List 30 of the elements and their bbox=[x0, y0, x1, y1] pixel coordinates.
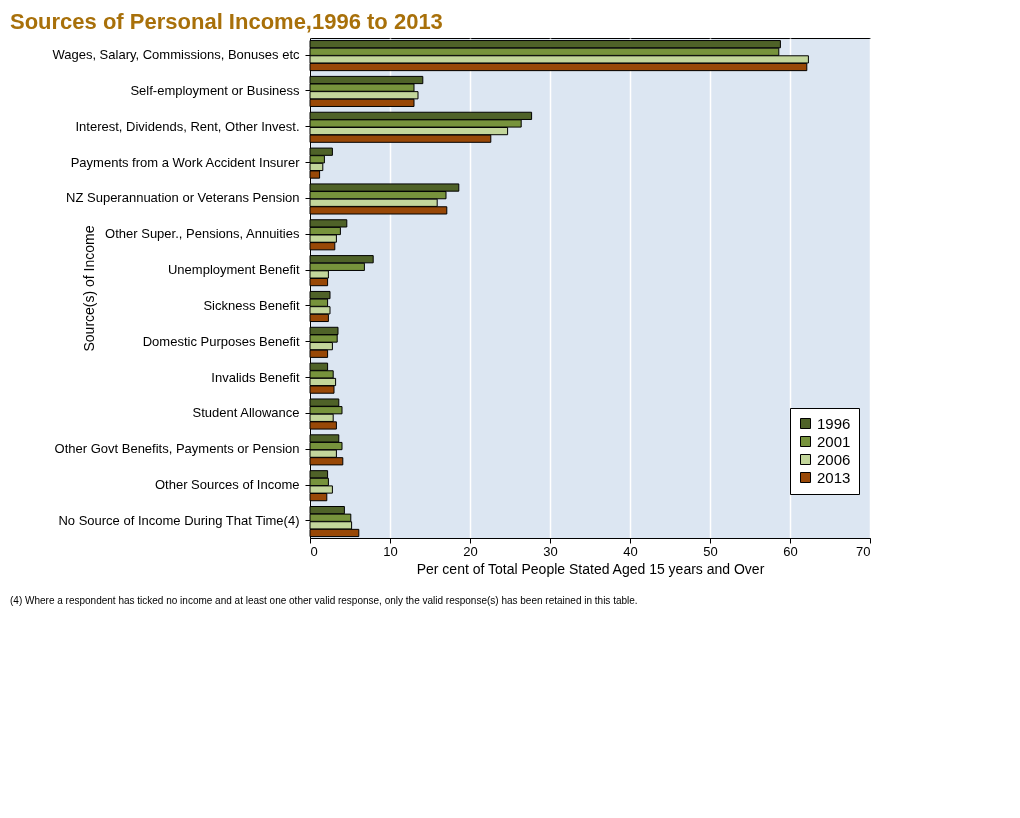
legend-label: 2013 bbox=[817, 468, 851, 486]
y-tick-label: Other Govt Benefits, Payments or Pension bbox=[54, 441, 300, 457]
y-tick-label: Other Super., Pensions, Annuities bbox=[105, 226, 300, 242]
y-tick-label: Interest, Dividends, Rent, Other Invest. bbox=[75, 118, 300, 134]
legend-label: 2001 bbox=[817, 432, 851, 450]
x-tick-label: 60 bbox=[783, 543, 798, 559]
legend-label: 2006 bbox=[817, 450, 851, 468]
x-axis-title: Per cent of Total People Stated Aged 15 years and Over bbox=[416, 560, 765, 577]
x-tick-label: 70 bbox=[856, 543, 871, 559]
y-tick-label: No Source of Income During That Time(4) bbox=[58, 512, 300, 528]
y-tick-label: Unemployment Benefit bbox=[167, 262, 300, 278]
y-tick-label: Other Sources of Income bbox=[154, 477, 300, 493]
x-tick-label: 0 bbox=[310, 543, 318, 559]
x-tick-label: 10 bbox=[383, 543, 398, 559]
y-axis-title: Source(s) of Income bbox=[80, 225, 97, 352]
x-tick-label: 20 bbox=[463, 543, 478, 559]
y-tick-label: Student Allowance bbox=[192, 405, 300, 421]
y-tick-label: Self-employment or Business bbox=[130, 82, 300, 98]
chart-title: Sources of Personal Income,1996 to 2013 bbox=[10, 8, 443, 34]
y-tick-label: Payments from a Work Accident Insurer bbox=[70, 154, 301, 170]
x-tick-label: 40 bbox=[623, 543, 638, 559]
y-tick-label: Wages, Salary, Commissions, Bonuses etc bbox=[52, 47, 300, 63]
x-tick-label: 50 bbox=[703, 543, 718, 559]
text: (4) Where a respondent has ticked no income and at least one other valid response, only the valid response(s) has been retained in this table. bbox=[10, 595, 638, 606]
y-tick-label: Invalids Benefit bbox=[211, 369, 300, 385]
x-tick-label: 30 bbox=[543, 543, 558, 559]
y-tick-label: Sickness Benefit bbox=[203, 297, 300, 313]
y-tick-label: NZ Superannuation or Veterans Pension bbox=[66, 190, 300, 206]
y-tick-label: Domestic Purposes Benefit bbox=[142, 333, 300, 349]
legend-label: 1996 bbox=[817, 414, 851, 432]
